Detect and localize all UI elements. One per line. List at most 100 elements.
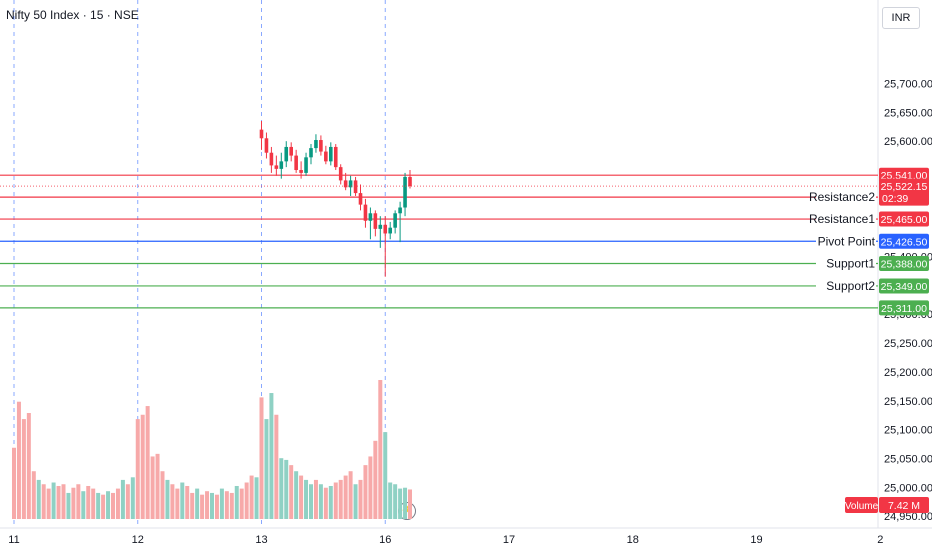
level-name-bg (816, 233, 876, 250)
volume-bar (388, 482, 393, 519)
candle-body (388, 227, 392, 234)
candle-body (264, 138, 269, 153)
volume-bar (81, 491, 86, 519)
candle-body (348, 180, 353, 188)
volume-bar (408, 489, 412, 519)
candle-body (274, 165, 279, 169)
volume-bar (130, 477, 135, 519)
candle-body (378, 224, 383, 229)
volume-bar (210, 492, 214, 519)
volume-bar (106, 491, 111, 519)
volume-bar (140, 414, 145, 519)
volume-bar (96, 492, 101, 519)
volume-bar (274, 414, 279, 519)
volume-bar (56, 485, 61, 519)
volume-bar (101, 494, 106, 519)
volume-title-badge (845, 497, 878, 513)
volume-bar (205, 491, 210, 519)
volume-bar (264, 419, 269, 519)
x-tick-label: 17 (503, 534, 515, 546)
volume-bar (219, 488, 224, 519)
y-tick-label: 25,250.00 (884, 338, 932, 350)
level-name-label: Pivot Point (818, 234, 876, 248)
volume-bar (289, 465, 294, 519)
volume-bar (180, 482, 185, 519)
volume-bar (323, 487, 328, 519)
level-name-bg (816, 277, 876, 294)
level-name-bg (816, 255, 876, 272)
candle-body (383, 224, 388, 234)
volume-bar (12, 447, 16, 519)
volume-bar (175, 488, 180, 519)
level-name-label: Resistance2 (809, 190, 875, 204)
volume-bar (343, 475, 348, 519)
volume-bar (373, 440, 378, 519)
level-name-label: Support2 (826, 279, 875, 293)
candle-body (403, 176, 407, 208)
volume-bar (363, 465, 368, 519)
volume-bar (195, 488, 200, 519)
volume-title-label: Volume (845, 501, 879, 512)
candle-body (393, 213, 397, 228)
candle-body (343, 180, 348, 188)
candle-body (358, 193, 363, 205)
candle-body (299, 170, 303, 173)
candle-body (353, 180, 358, 194)
volume-bar (393, 484, 398, 519)
candle-body (309, 148, 313, 158)
currency-selector[interactable]: INR (882, 7, 920, 29)
volume-bar (318, 484, 323, 519)
volume-bar (304, 479, 309, 519)
volume-bar (150, 456, 155, 519)
volume-bar (111, 492, 115, 519)
volume-value-label: 7.42 M (888, 500, 920, 512)
candle-body (363, 204, 368, 221)
level-price-badge (879, 211, 929, 227)
x-tick-label: 16 (379, 534, 391, 546)
volume-value-badge (879, 497, 929, 513)
countdown-label: 02:39 (882, 193, 908, 205)
volume-bar (249, 475, 254, 519)
volume-bar (279, 458, 284, 519)
x-tick-label: 2 (877, 534, 883, 546)
level-price-label: 25,311.00 (881, 303, 927, 315)
level-name-bg (816, 189, 876, 206)
last-price-badge (879, 178, 929, 206)
volume-bar (31, 471, 36, 519)
candle-body (279, 161, 284, 169)
x-tick-label: 19 (750, 534, 762, 546)
level-name-bg (816, 211, 876, 228)
volume-bar (328, 485, 333, 519)
level-price-label: 25,349.00 (881, 281, 928, 293)
candle-body (324, 151, 328, 162)
volume-bar (41, 484, 46, 519)
candle-body (398, 207, 402, 214)
volume-bar (170, 484, 175, 519)
volume-bar (294, 471, 299, 519)
volume-bar (254, 477, 259, 519)
volume-bar (160, 471, 165, 519)
volume-bar (86, 485, 91, 519)
level-name-label: Resistance1 (809, 212, 875, 226)
x-tick-label: 18 (627, 534, 639, 546)
candle-body (333, 146, 338, 168)
y-tick-label: 25,000.00 (884, 482, 932, 494)
volume-bar (36, 479, 41, 519)
volume-bar (125, 484, 130, 519)
volume-bar (115, 488, 120, 519)
y-tick-label: 25,650.00 (884, 107, 932, 119)
volume-bar (403, 487, 408, 519)
y-tick-label: 25,050.00 (884, 453, 932, 465)
volume-bar (165, 479, 170, 519)
volume-bar (214, 494, 219, 519)
volume-bar (21, 419, 26, 519)
candle-body (373, 213, 378, 229)
volume-bar (135, 419, 140, 519)
volume-bar (383, 432, 388, 519)
volume-bar (348, 471, 353, 519)
candle-body (289, 146, 293, 156)
volume-bar (16, 401, 21, 519)
candle-body (329, 146, 333, 162)
volume-bar (338, 479, 343, 519)
